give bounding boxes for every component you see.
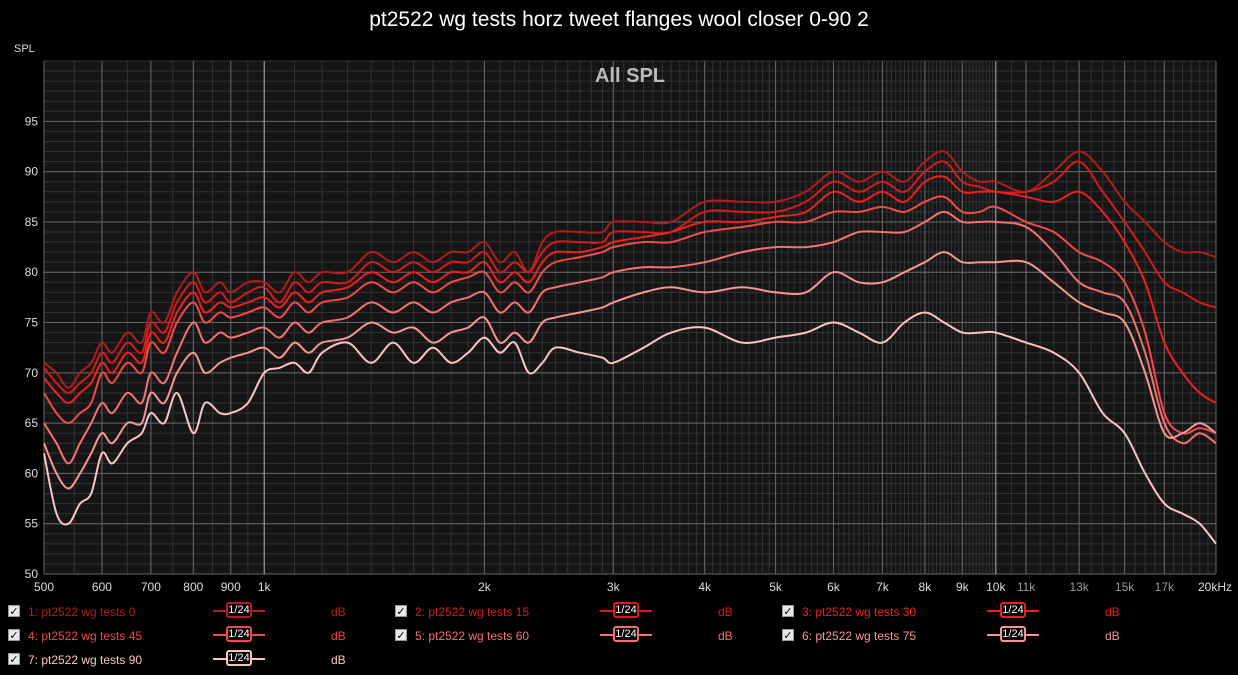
x-tick-label: 17k <box>1155 580 1175 594</box>
legend-label: 2: pt2522 wg tests 15 <box>415 605 530 619</box>
series-line-7 <box>43 311 1217 545</box>
x-tick-label: 20kHz <box>1198 580 1232 594</box>
x-tick-label: 4k <box>698 580 712 594</box>
y-tick-label: 60 <box>25 466 39 480</box>
series-line-1 <box>43 150 1217 389</box>
series-line-4 <box>43 195 1217 435</box>
legend-checkbox[interactable]: ✓ <box>395 629 407 642</box>
x-tick-label: 600 <box>92 580 112 594</box>
y-tick-label: 75 <box>25 316 39 330</box>
smoothing-value: 1/24 <box>226 626 252 642</box>
x-tick-label: 8k <box>919 580 933 594</box>
legend-unit: dB <box>718 605 733 619</box>
chart-subtitle: All SPL <box>595 65 665 87</box>
smoothing-value: 1/24 <box>1000 626 1026 642</box>
y-tick-label: 70 <box>25 366 39 380</box>
smoothing-selector[interactable]: 1/24 <box>213 602 265 620</box>
legend-label: 7: pt2522 wg tests 90 <box>28 653 143 667</box>
series-group <box>43 150 1217 545</box>
y-axis-label: SPL <box>14 43 35 55</box>
legend-label: 5: pt2522 wg tests 60 <box>415 629 530 643</box>
x-tick-label: 5k <box>769 580 783 594</box>
y-tick-label: 50 <box>25 567 39 581</box>
smoothing-selector[interactable]: 1/24 <box>600 602 652 620</box>
x-tick-label: 2k <box>478 580 492 594</box>
spl-chart: 50 55 60 65 70 75 80 85 90 95 500 600 700 800 900 1k 2k 3… <box>14 43 1232 594</box>
smoothing-selector[interactable]: 1/24 <box>987 602 1039 620</box>
legend-label: 1: pt2522 wg tests 0 <box>28 605 136 619</box>
x-tick-label: 7k <box>876 580 890 594</box>
chart-title: pt2522 wg tests horz tweet flanges wool … <box>369 8 869 31</box>
x-tick-label: 1k <box>258 580 272 594</box>
legend-unit: dB <box>1105 629 1120 643</box>
legend-unit: dB <box>331 653 346 667</box>
smoothing-value: 1/24 <box>1000 602 1026 618</box>
series-line-5 <box>43 210 1217 465</box>
smoothing-selector[interactable]: 1/24 <box>987 626 1039 644</box>
smoothing-selector[interactable]: 1/24 <box>213 650 265 668</box>
x-tick-label: 11k <box>1017 580 1036 594</box>
x-tick-label: 15k <box>1115 580 1135 594</box>
y-tick-label: 95 <box>25 114 39 128</box>
series-line-3 <box>43 175 1217 404</box>
smoothing-value: 1/24 <box>226 602 252 618</box>
axes: 50 55 60 65 70 75 80 85 90 95 500 600 700 800 900 1k 2k 3… <box>25 114 1232 594</box>
legend-unit: dB <box>331 629 346 643</box>
y-tick-label: 80 <box>25 265 39 279</box>
x-tick-label: 13k <box>1069 580 1089 594</box>
smoothing-selector[interactable]: 1/24 <box>600 626 652 644</box>
grid-lines <box>43 60 1217 575</box>
y-tick-label: 55 <box>25 517 39 531</box>
x-tick-label: 3k <box>607 580 621 594</box>
legend-checkbox[interactable]: ✓ <box>8 653 20 666</box>
y-tick-label: 90 <box>25 165 39 179</box>
legend-checkbox[interactable]: ✓ <box>782 629 794 642</box>
y-tick-label: 85 <box>25 215 39 229</box>
smoothing-value: 1/24 <box>226 650 252 666</box>
x-tick-label: 800 <box>183 580 203 594</box>
legend-checkbox[interactable]: ✓ <box>8 629 20 642</box>
x-tick-label: 6k <box>827 580 841 594</box>
x-tick-label: 900 <box>221 580 241 594</box>
legend-label: 6: pt2522 wg tests 75 <box>802 629 917 643</box>
x-tick-label: 10k <box>986 580 1006 594</box>
y-tick-label: 65 <box>25 416 39 430</box>
x-tick-label: 9k <box>956 580 970 594</box>
legend-unit: dB <box>1105 605 1120 619</box>
legend-unit: dB <box>331 605 346 619</box>
legend-checkbox[interactable]: ✓ <box>782 605 794 618</box>
legend-label: 4: pt2522 wg tests 45 <box>28 629 143 643</box>
plot-area <box>44 61 1216 574</box>
x-tick-label: 500 <box>34 580 54 594</box>
legend-checkbox[interactable]: ✓ <box>8 605 20 618</box>
x-tick-label: 700 <box>141 580 161 594</box>
smoothing-value: 1/24 <box>613 602 639 618</box>
legend-label: 3: pt2522 wg tests 30 <box>802 605 917 619</box>
series-line-6 <box>43 251 1217 490</box>
smoothing-value: 1/24 <box>613 626 639 642</box>
legend-checkbox[interactable]: ✓ <box>395 605 407 618</box>
smoothing-selector[interactable]: 1/24 <box>213 626 265 644</box>
legend-unit: dB <box>718 629 733 643</box>
